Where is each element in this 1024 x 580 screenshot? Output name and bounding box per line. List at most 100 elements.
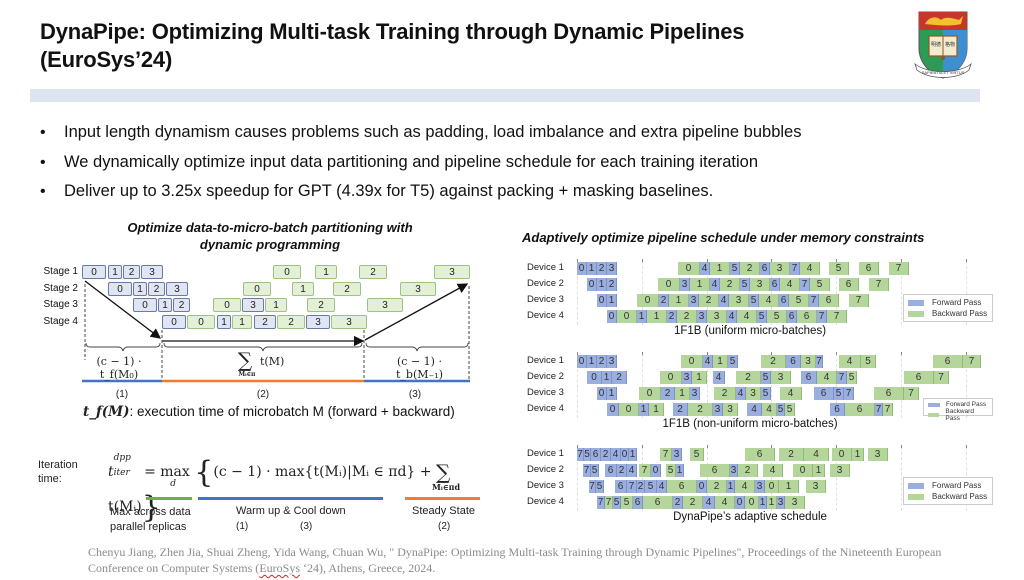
- grid-line: [642, 261, 643, 325]
- axis-tick: [642, 259, 643, 262]
- forward-pass-segment: 7: [817, 310, 827, 323]
- forward-pass-segment: 4: [710, 278, 720, 291]
- backward-pass-segment: 3: [729, 294, 749, 307]
- backward-pass-segment: 2: [738, 464, 758, 477]
- device-label: Device 4: [527, 403, 564, 414]
- axis-tick: [901, 259, 902, 262]
- forward-pass-segment: 3: [607, 262, 617, 275]
- forward-block: 1: [158, 298, 172, 312]
- green-underline: [146, 497, 192, 500]
- warmup-expression: (c − 1) · t_f(M₀): [96, 355, 142, 381]
- forward-block: 3: [166, 282, 188, 296]
- formula-max-sub: d: [170, 479, 177, 489]
- slide-title: DynaPipe: Optimizing Multi-task Training…: [40, 18, 900, 74]
- legend-entry: Backward Pass: [928, 408, 988, 422]
- forward-pass-segment: 1: [676, 464, 684, 477]
- axis-tick: [901, 352, 902, 355]
- svg-text:明德: 明德: [931, 41, 941, 48]
- backward-block: 0: [213, 298, 241, 312]
- formula-body-1: (c − 1) · max{t(Mᵢ)|Mᵢ ∈ πd} +: [213, 464, 432, 480]
- forward-pass-segment: 1: [587, 262, 597, 275]
- backward-block: 2: [307, 298, 335, 312]
- forward-pass-segment: 7: [875, 403, 883, 416]
- backward-block: 3: [400, 282, 436, 296]
- axis-tick: [642, 352, 643, 355]
- backward-pass-segment: 6: [874, 387, 904, 400]
- backward-block: 2: [359, 265, 387, 279]
- forward-pass-segment: 5: [777, 403, 785, 416]
- forward-pass-segment: 0: [607, 403, 619, 416]
- forward-pass-segment: 3: [690, 387, 700, 400]
- device-label: Device 3: [527, 480, 564, 491]
- forward-pass-segment: 2: [597, 355, 607, 368]
- forward-block: 0: [82, 265, 106, 279]
- citation-line-2: Conference on Computer Systems (EuroSys …: [88, 560, 988, 576]
- forward-block: 1: [217, 315, 231, 329]
- axis-tick: [836, 445, 837, 448]
- backward-pass-segment: 6: [933, 355, 963, 368]
- formula-sup: dpp: [113, 453, 131, 463]
- backward-block: 3: [331, 315, 367, 329]
- forward-pass-segment: 5: [728, 355, 738, 368]
- grid-line: [707, 261, 708, 325]
- forward-block: 2: [148, 282, 165, 296]
- forward-pass-segment: 1: [759, 496, 767, 509]
- backward-pass-segment: 0: [639, 387, 661, 400]
- axis-tick: [642, 445, 643, 448]
- forward-pass-segment: 0: [697, 480, 707, 493]
- grid-line: [836, 354, 837, 418]
- forward-pass-segment: 5: [761, 387, 771, 400]
- forward-pass-segment: 0: [651, 464, 661, 477]
- backward-pass-segment: 2: [688, 403, 713, 416]
- cooldown-expression: (c − 1) · t_b(M₋₁): [395, 355, 444, 381]
- citation-spellcheck-word: EuroSys: [259, 561, 300, 575]
- backward-pass-segment: 2: [736, 371, 761, 384]
- forward-pass-segment: 3: [713, 403, 723, 416]
- forward-pass-segment: 4: [703, 355, 713, 368]
- max-across-annotation: Max across data parallel replicas: [110, 505, 191, 535]
- grid-line: [836, 447, 837, 511]
- backward-pass-segment: 3: [801, 355, 816, 368]
- backward-pass-segment: 3: [723, 403, 738, 416]
- backward-block: 0: [243, 282, 271, 296]
- forward-pass-segment: 3: [672, 448, 682, 461]
- backward-pass-segment: 2: [761, 355, 786, 368]
- forward-pass-segment: 3: [682, 371, 692, 384]
- formula-eq: =: [144, 464, 156, 480]
- forward-pass-segment: 7: [597, 496, 605, 509]
- forward-pass-segment: 0: [621, 448, 629, 461]
- forward-pass-segment: 7: [809, 294, 819, 307]
- sum-symbol: ∑: [237, 348, 253, 372]
- backward-pass-segment: 3: [785, 496, 805, 509]
- backward-pass-segment: 6: [700, 464, 730, 477]
- backward-pass-segment: 7: [934, 371, 949, 384]
- axis-tick: [836, 259, 837, 262]
- backward-pass-segment: 6: [859, 262, 879, 275]
- axis-tick: [577, 445, 578, 448]
- backward-legend-label: Backward Pass: [945, 408, 974, 422]
- axis-tick: [707, 259, 708, 262]
- backward-pass-segment: 0: [617, 310, 637, 323]
- backward-pass-segment: 2: [707, 480, 727, 493]
- grid-line: [707, 354, 708, 418]
- grid-line: [836, 261, 837, 325]
- backward-pass-segment: 2: [779, 448, 804, 461]
- backward-block: 1: [292, 282, 314, 296]
- backward-block: 1: [315, 265, 337, 279]
- forward-swatch-icon: [908, 299, 924, 306]
- backward-pass-segment: 4: [763, 464, 783, 477]
- backward-pass-segment: 5: [829, 262, 849, 275]
- backward-pass-segment: 5: [861, 355, 876, 368]
- steady-label-2: (2): [438, 521, 451, 532]
- backward-pass-segment: 5: [666, 464, 676, 477]
- axis-tick: [836, 352, 837, 355]
- backward-pass-segment: 7: [963, 355, 981, 368]
- grid-line: [642, 354, 643, 418]
- grid-line: [771, 447, 772, 511]
- backward-pass-segment: 5: [847, 371, 857, 384]
- backward-pass-segment: 2: [740, 262, 760, 275]
- forward-pass-segment: 7: [577, 448, 584, 461]
- backward-pass-segment: 0: [681, 355, 703, 368]
- axis-tick: [577, 352, 578, 355]
- forward-pass-segment: 3: [689, 294, 699, 307]
